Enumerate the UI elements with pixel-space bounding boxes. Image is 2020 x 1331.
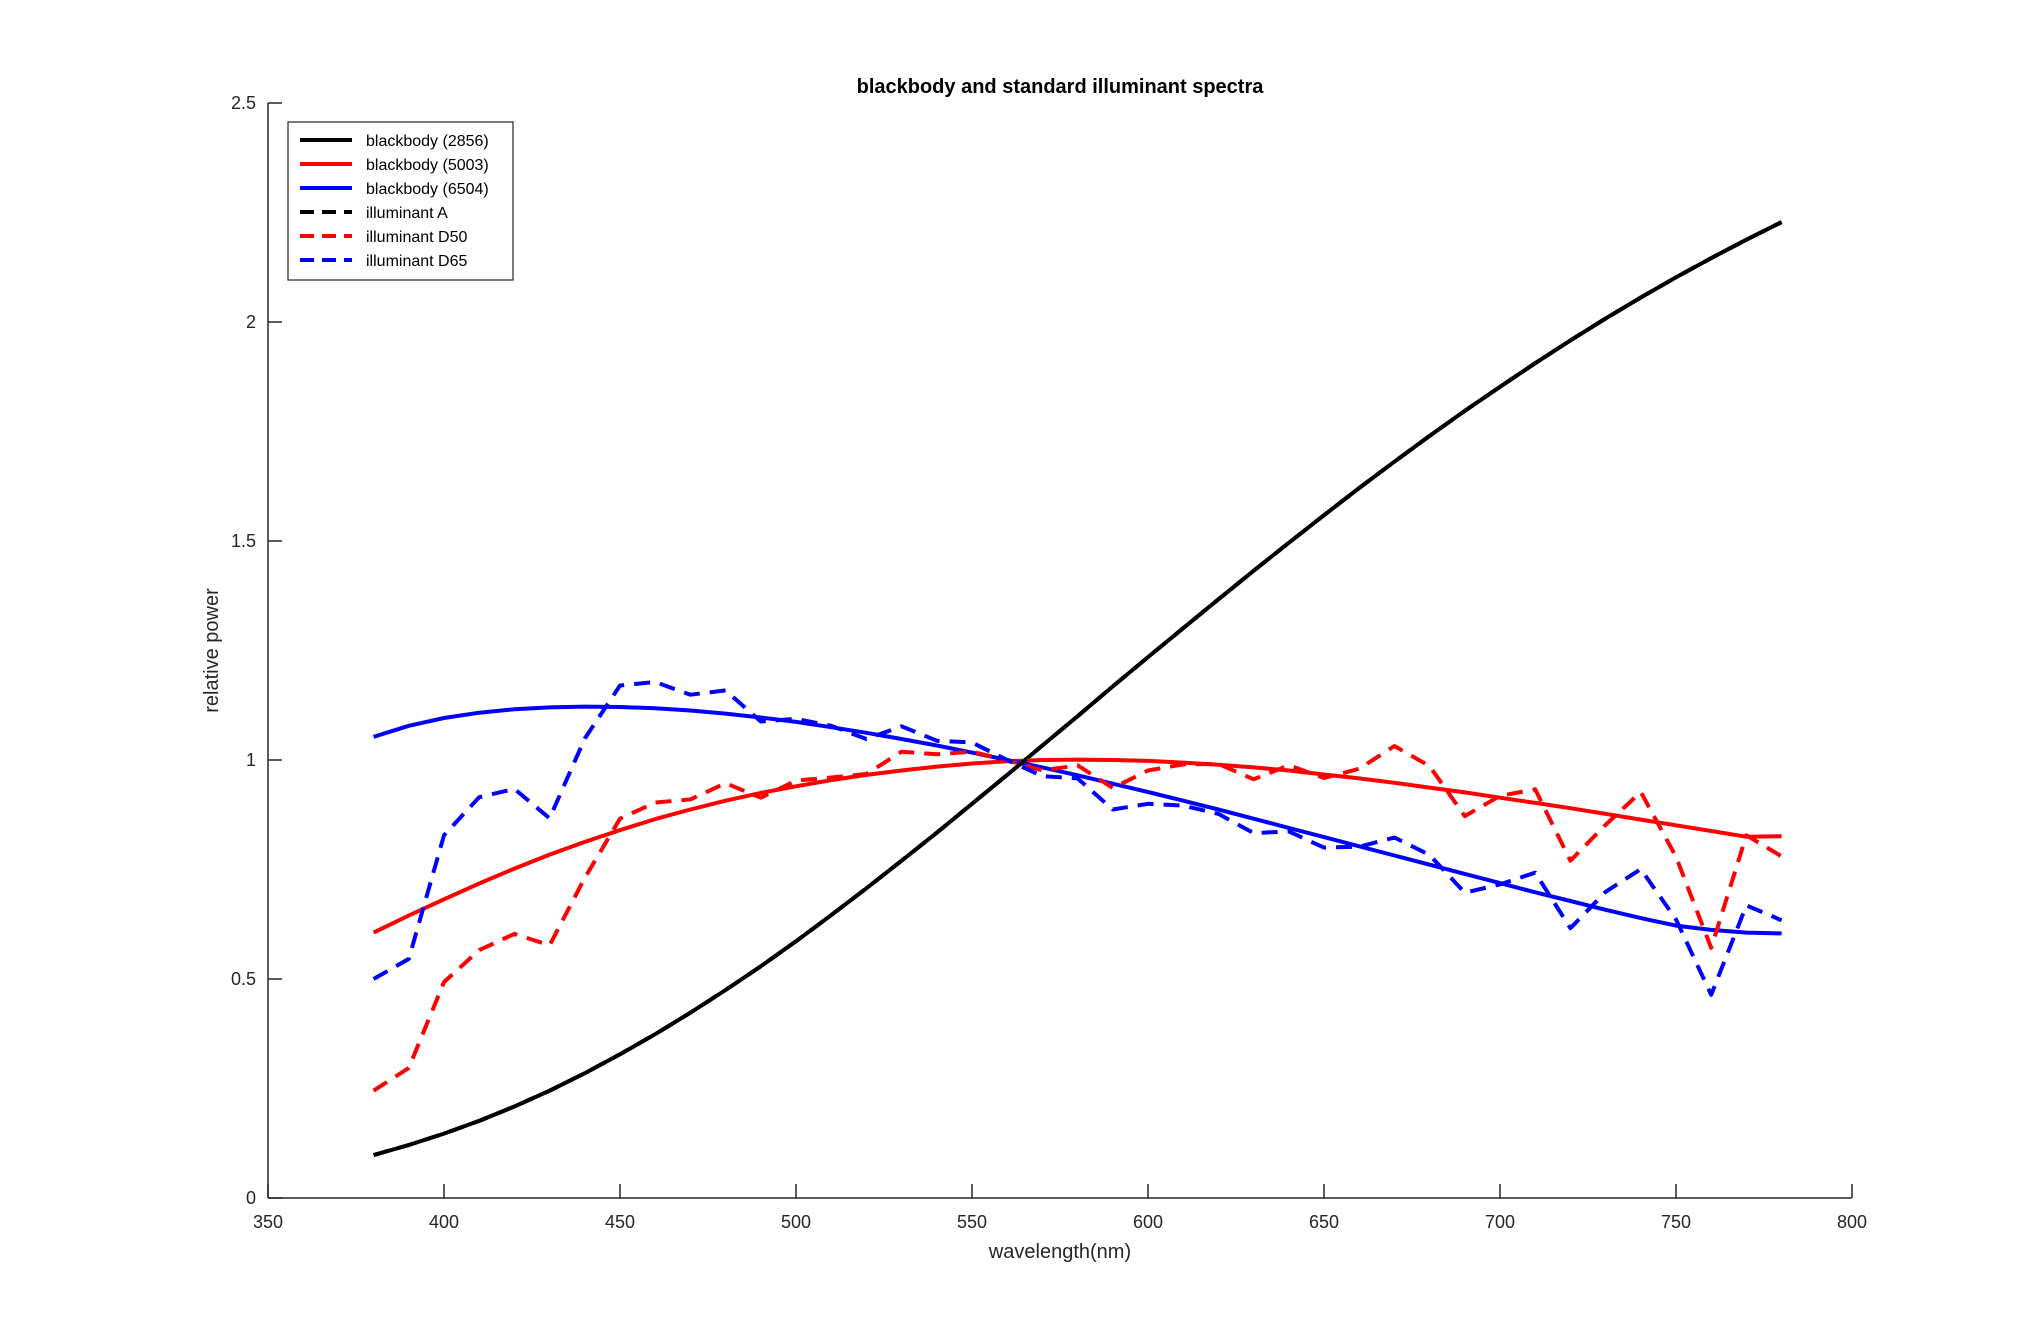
series-line-3 [373, 704, 1782, 936]
y-tick-label: 2.5 [231, 93, 256, 113]
x-tick-label: 500 [781, 1212, 811, 1232]
x-tick-label: 600 [1133, 1212, 1163, 1232]
legend-entry: blackbody (6504) [366, 181, 489, 198]
series-line-6 [372, 680, 1783, 997]
x-tick-label: 750 [1661, 1212, 1691, 1232]
legend-entry: illuminant D65 [366, 253, 467, 270]
legend: blackbody (2856) blackbody (5003) blackbod… [287, 121, 514, 281]
x-tick-label: 400 [429, 1212, 459, 1232]
chart-title: blackbody and standard illuminant spectr… [857, 76, 1265, 98]
y-tick-label: 2 [246, 312, 256, 332]
legend-entry: blackbody (2856) [366, 133, 489, 150]
y-tick-label: 0 [246, 1188, 256, 1208]
y-tick-label: 1 [246, 750, 256, 770]
legend-entry: blackbody (5003) [366, 157, 489, 174]
x-tick-label: 800 [1837, 1212, 1867, 1232]
plot-area [372, 220, 1783, 1158]
series-line-4 [373, 220, 1783, 1158]
axes: 350 400 450 500 550 600 650 700 750 800 0 0.5 1 1.5 2 2… [231, 93, 1867, 1232]
y-tick-label: 1.5 [231, 531, 256, 551]
x-tick-label: 650 [1309, 1212, 1339, 1232]
series-line-2 [372, 757, 1782, 935]
legend-entry: illuminant D50 [366, 229, 467, 246]
x-axis-label: wavelength(nm) [988, 1241, 1131, 1263]
legend-box [287, 121, 514, 281]
x-tick-label: 450 [605, 1212, 635, 1232]
legend-entry: illuminant A [366, 205, 448, 222]
x-tick-label: 550 [957, 1212, 987, 1232]
series-line-5 [372, 744, 1783, 1093]
y-axis-label: relative power [201, 588, 223, 713]
x-tick-label: 700 [1485, 1212, 1515, 1232]
y-tick-label: 0.5 [231, 969, 256, 989]
x-tick-label: 350 [253, 1212, 283, 1232]
